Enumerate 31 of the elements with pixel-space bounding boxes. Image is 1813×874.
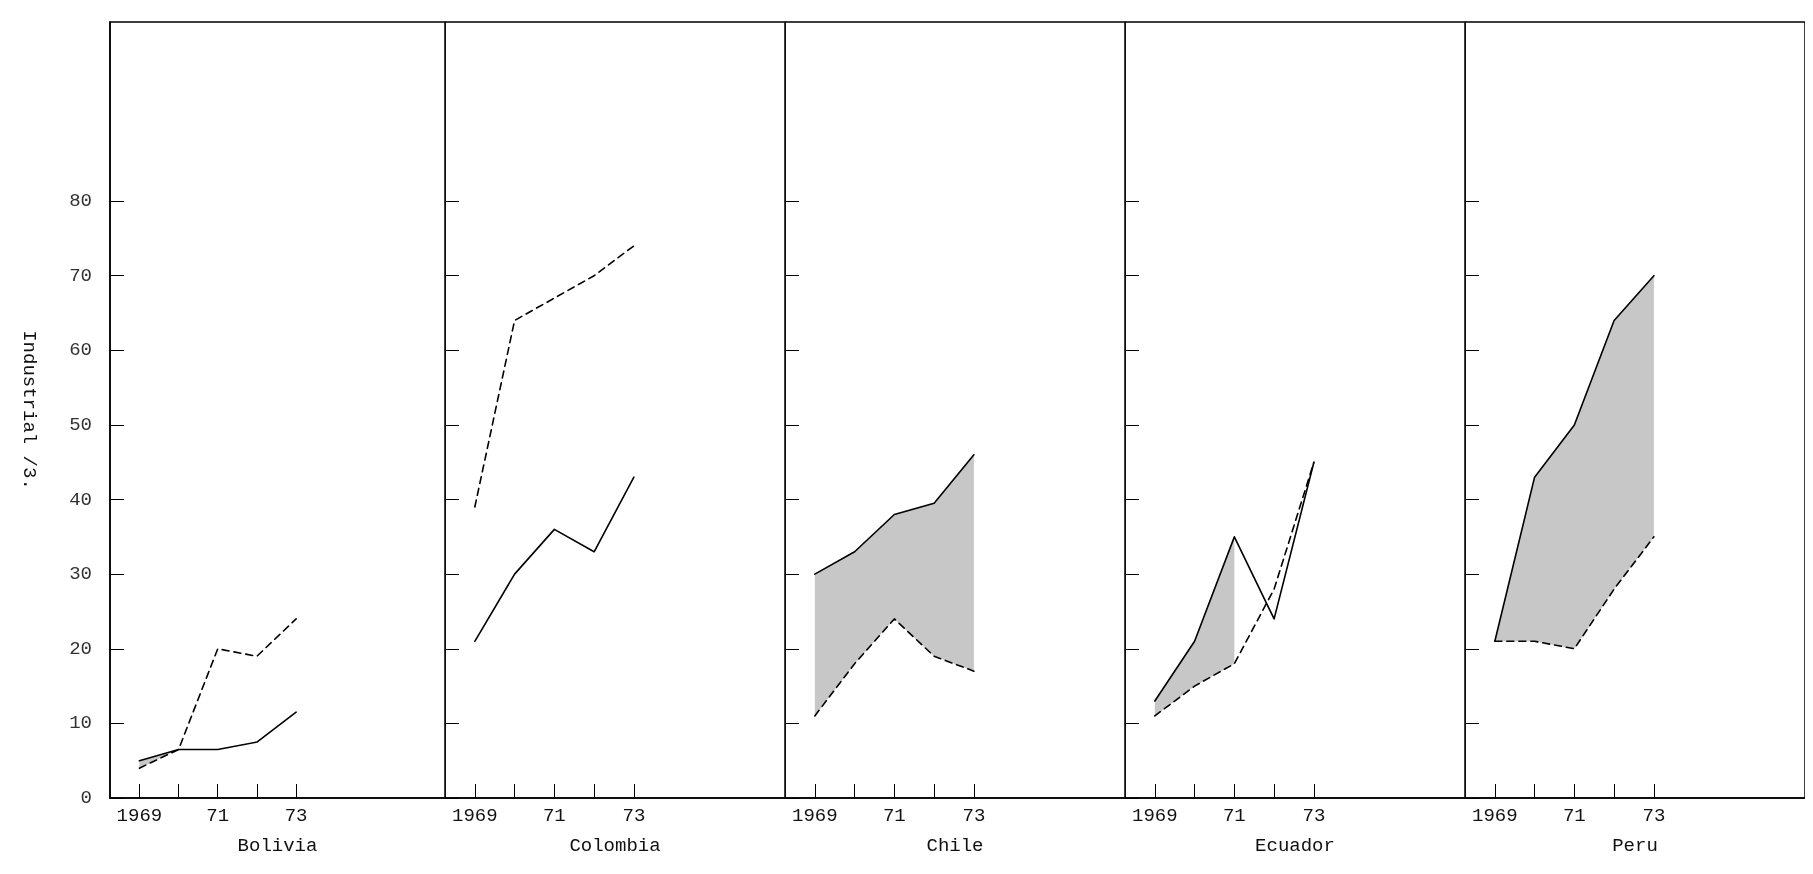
x-tick-label: 73	[284, 804, 308, 827]
x-tick-label: 73	[1302, 804, 1326, 827]
y-tick-label: 60	[69, 339, 92, 362]
x-tick-label: 73	[622, 804, 646, 827]
x-tick-label: 71	[206, 804, 230, 827]
y-axis-title: Industrial /3.	[17, 330, 40, 490]
x-tick-label: 71	[1562, 804, 1586, 827]
y-tick-label: 70	[69, 264, 92, 287]
x-tick-label: 73	[1642, 804, 1666, 827]
y-tick-label: 20	[69, 637, 92, 660]
y-tick-label: 80	[69, 190, 92, 213]
line-series	[138, 618, 297, 769]
x-tick-label: 73	[962, 804, 986, 827]
x-axis-title: Colombia	[569, 834, 661, 857]
x-axis-title: Peru	[1612, 834, 1658, 857]
x-tick-label: 1969	[1132, 804, 1178, 827]
x-axis-title: Ecuador	[1255, 834, 1335, 857]
y-tick-label: 40	[69, 488, 92, 511]
x-tick-label: 1969	[116, 804, 163, 827]
y-tick-label: 50	[69, 413, 92, 436]
x-axis-title: Bolivia	[237, 834, 318, 857]
y-tick-label: 0	[80, 787, 92, 809]
x-tick-label: 1969	[1472, 804, 1518, 827]
x-tick-label: 71	[1222, 804, 1246, 827]
y-tick-label: 30	[69, 563, 92, 586]
x-tick-label: 1969	[452, 804, 498, 827]
x-tick-label: 71	[542, 804, 566, 827]
y-tick-label: 10	[69, 712, 92, 735]
x-tick-label: 71	[882, 804, 906, 827]
x-axis-title: Chile	[926, 834, 984, 857]
x-tick-label: 1969	[792, 804, 838, 827]
